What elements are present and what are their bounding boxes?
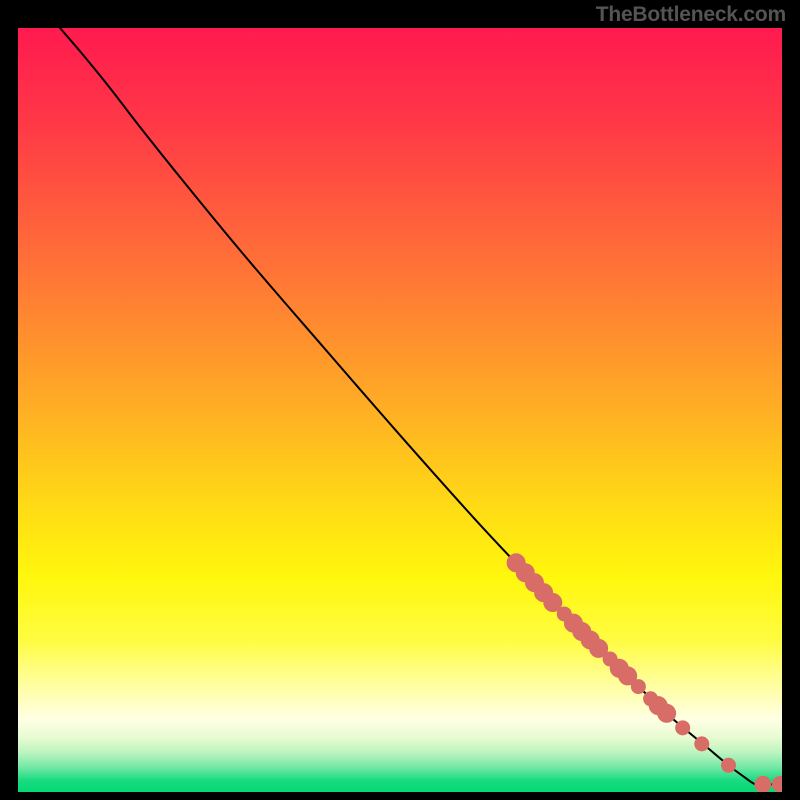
curve-line [60, 28, 782, 785]
plot-area [18, 28, 782, 792]
data-marker [772, 776, 782, 792]
data-marker [722, 758, 736, 772]
attribution-label: TheBottleneck.com [596, 3, 786, 27]
data-marker [631, 680, 645, 694]
data-marker [676, 721, 690, 735]
data-marker [695, 737, 709, 751]
data-marker [658, 704, 676, 722]
chart-container: TheBottleneck.com [0, 0, 800, 800]
plot-svg [18, 28, 782, 792]
data-marker [755, 776, 771, 792]
